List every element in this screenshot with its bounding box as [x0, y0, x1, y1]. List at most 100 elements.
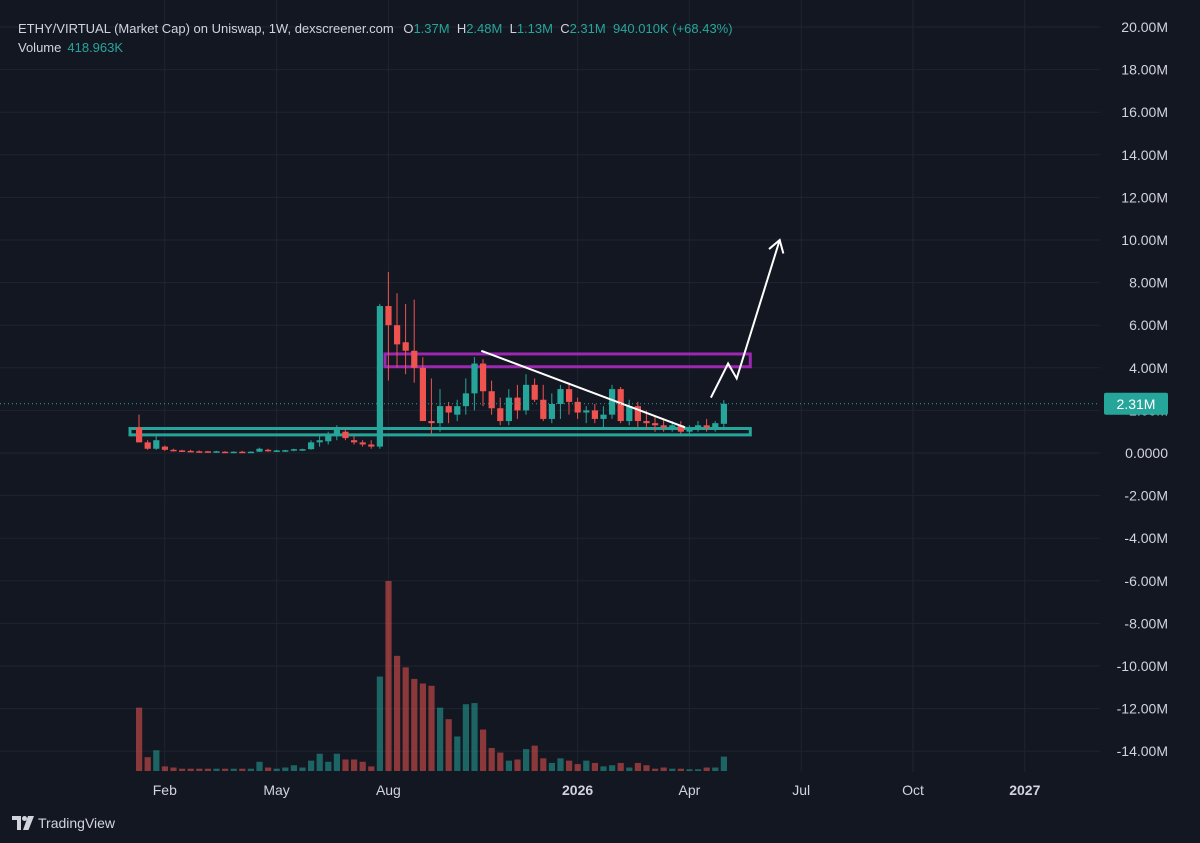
- candle-body-25: [351, 440, 358, 443]
- candle-body-3: [161, 446, 168, 450]
- candle-body-65: [695, 425, 702, 428]
- volume-bar-46: [531, 745, 538, 771]
- candle-body-64: [686, 427, 693, 432]
- volume-bar-24: [342, 759, 349, 771]
- candle-body-66: [703, 425, 710, 428]
- volume-bar-41: [488, 747, 495, 771]
- candle-body-60: [652, 423, 659, 426]
- candle-body-23: [333, 429, 340, 436]
- volume-bar-39: [471, 703, 478, 771]
- volume-bar-37: [454, 736, 461, 771]
- last-price-tag: 2.31M: [1104, 392, 1168, 415]
- y-tick-label-17: -14.00M: [1117, 743, 1168, 759]
- candle-body-48: [548, 404, 555, 419]
- symbol-title: ETHY/VIRTUAL (Market Cap) on Uniswap, 1W…: [18, 21, 394, 36]
- volume-bar-23: [333, 753, 340, 771]
- volume-bar-5: [179, 768, 186, 771]
- y-tick-label-7: 6.00M: [1129, 317, 1168, 333]
- low-key: L: [509, 21, 517, 36]
- candle-body-57: [626, 406, 633, 422]
- volume-bar-10: [222, 768, 229, 771]
- volume-bar-11: [230, 768, 237, 771]
- candle-body-28: [376, 306, 383, 447]
- volume-bar-4: [170, 767, 177, 771]
- projection-path: [710, 239, 781, 399]
- candle-body-55: [609, 389, 616, 415]
- volume-bar-68: [720, 756, 727, 771]
- time-axis[interactable]: Feb May Aug 2026 Apr Jul Oct 2027: [153, 782, 1041, 798]
- volume-bar-7: [196, 768, 203, 771]
- descending-trendline: [480, 349, 686, 429]
- candle-body-5: [179, 450, 186, 452]
- legend-ohlc-row: ETHY/VIRTUAL (Market Cap) on Uniswap, 1W…: [18, 19, 733, 38]
- x-tick-label-1: May: [263, 782, 289, 798]
- tradingview-brand[interactable]: TradingView: [12, 815, 115, 831]
- volume-bar-67: [712, 767, 719, 771]
- volume-bar-19: [299, 767, 306, 771]
- volume-bar-29: [385, 581, 392, 771]
- candle-body-68: [720, 403, 727, 424]
- y-tick-label-16: -12.00M: [1117, 701, 1168, 717]
- volume-bar-36: [445, 719, 452, 771]
- volume-bar-22: [325, 761, 332, 771]
- high-key: H: [456, 21, 467, 36]
- candle-body-14: [256, 448, 263, 452]
- candle-body-0: [136, 427, 143, 443]
- price-axis[interactable]: 20.00M 18.00M 16.00M 14.00M 12.00M 10.00M 8.00…: [1117, 19, 1169, 759]
- volume-bar-51: [574, 764, 581, 771]
- volume-bar-32: [411, 678, 418, 771]
- volume-bar-45: [523, 749, 530, 771]
- candle-body-12: [239, 451, 246, 454]
- candle-body-40: [480, 363, 487, 392]
- last-price-value: 2.31M: [1117, 396, 1156, 412]
- volume-bar-12: [239, 768, 246, 771]
- y-tick-label-8: 4.00M: [1129, 360, 1168, 376]
- candle-body-32: [411, 350, 418, 368]
- candle-body-15: [265, 449, 272, 452]
- y-tick-label-1: 18.00M: [1121, 62, 1168, 78]
- volume-bar-14: [256, 761, 263, 771]
- y-tick-label-3: 14.00M: [1121, 147, 1168, 163]
- candle-body-36: [445, 406, 452, 413]
- y-tick-label-5: 10.00M: [1121, 232, 1168, 248]
- candle-body-31: [402, 342, 409, 351]
- candle-body-51: [574, 401, 581, 413]
- y-tick-label-12: -4.00M: [1124, 530, 1168, 546]
- x-tick-label-7: 2027: [1009, 782, 1040, 798]
- volume-bar-21: [316, 753, 323, 771]
- candle-body-37: [454, 406, 461, 415]
- candle-body-24: [342, 431, 349, 439]
- candle-body-58: [634, 406, 641, 422]
- chart-legend: ETHY/VIRTUAL (Market Cap) on Uniswap, 1W…: [18, 19, 733, 57]
- last-price-tag-bg: [1104, 392, 1168, 415]
- volume-bar-31: [402, 667, 409, 771]
- volume-bar-34: [428, 685, 435, 771]
- candle-body-35: [437, 406, 444, 424]
- x-tick-label-0: Feb: [153, 782, 177, 798]
- candle-body-52: [583, 410, 590, 413]
- volume-bar-30: [394, 655, 401, 771]
- volume-bar-33: [419, 683, 426, 771]
- volume-bar-52: [583, 760, 590, 771]
- candle-body-29: [385, 306, 392, 326]
- brand-name: TradingView: [38, 815, 116, 831]
- y-tick-label-10: 0.0000: [1125, 445, 1168, 461]
- volume-bar-18: [290, 765, 297, 771]
- volume-bar-64: [686, 769, 693, 771]
- resistance-zone-box: [383, 352, 752, 369]
- candle-body-54: [600, 414, 607, 419]
- candle-body-13: [247, 451, 254, 454]
- chart-grid: [0, 0, 1100, 772]
- volume-bar-8: [204, 768, 211, 771]
- volume-bar-42: [497, 752, 504, 771]
- tradingview-logo-icon: [12, 816, 34, 830]
- x-tick-label-3: 2026: [562, 782, 593, 798]
- volume-bar-53: [591, 762, 598, 771]
- candle-body-46: [531, 384, 538, 400]
- volume-bar-47: [540, 758, 547, 771]
- candle-body-8: [204, 451, 211, 453]
- candle-body-44: [514, 397, 521, 411]
- volume-bar-60: [652, 768, 659, 771]
- volume-bar-1: [144, 757, 151, 771]
